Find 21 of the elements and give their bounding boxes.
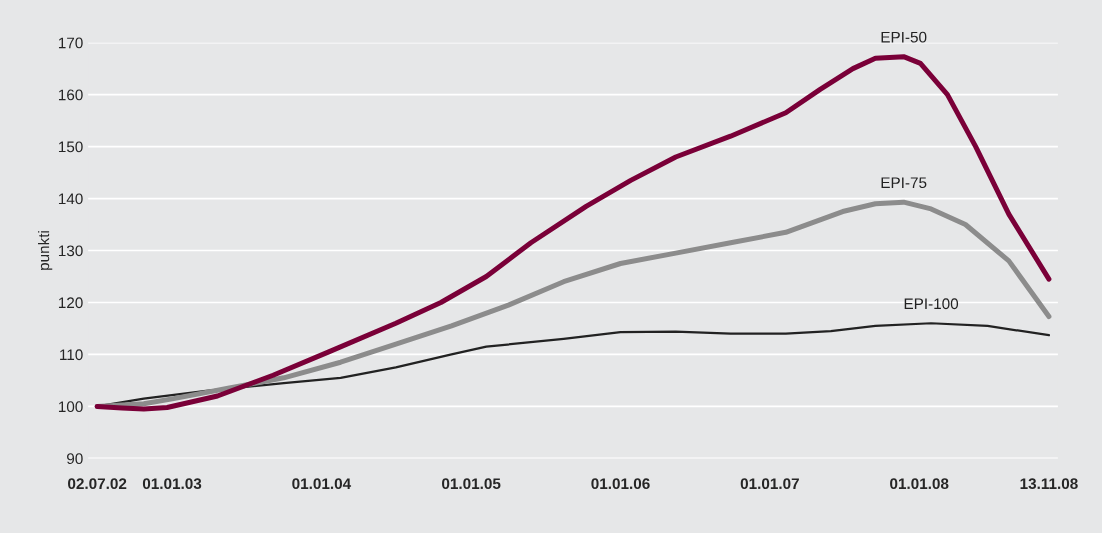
y-tick-label: 110 <box>60 349 83 361</box>
x-tick-label: 01.01.04 <box>292 478 352 490</box>
y-tick-label: 90 <box>67 453 83 465</box>
y-tick-label: 140 <box>58 193 83 205</box>
y-tick-label: 120 <box>58 297 83 309</box>
x-tick-label: 01.01.06 <box>591 478 650 490</box>
y-axis-title: punkti <box>38 231 53 270</box>
x-tick-label: 01.01.05 <box>442 478 501 490</box>
x-tick-label: 01.01.08 <box>890 478 949 490</box>
y-tick-label: 160 <box>58 89 83 101</box>
x-tick-label: 01.01.03 <box>142 478 202 490</box>
x-tick-label: 02.07.02 <box>68 478 127 490</box>
series-label: EPI-100 <box>904 298 959 310</box>
x-tick-label: 01.01.07 <box>740 478 799 490</box>
series-label: EPI-50 <box>881 31 927 43</box>
y-tick-label: 170 <box>58 37 83 49</box>
y-tick-label: 150 <box>58 141 83 153</box>
y-tick-label: 130 <box>58 245 83 257</box>
x-tick-label: 13.11.08 <box>1020 478 1078 490</box>
y-tick-label: 100 <box>58 401 83 413</box>
series-label: EPI-75 <box>881 177 927 189</box>
